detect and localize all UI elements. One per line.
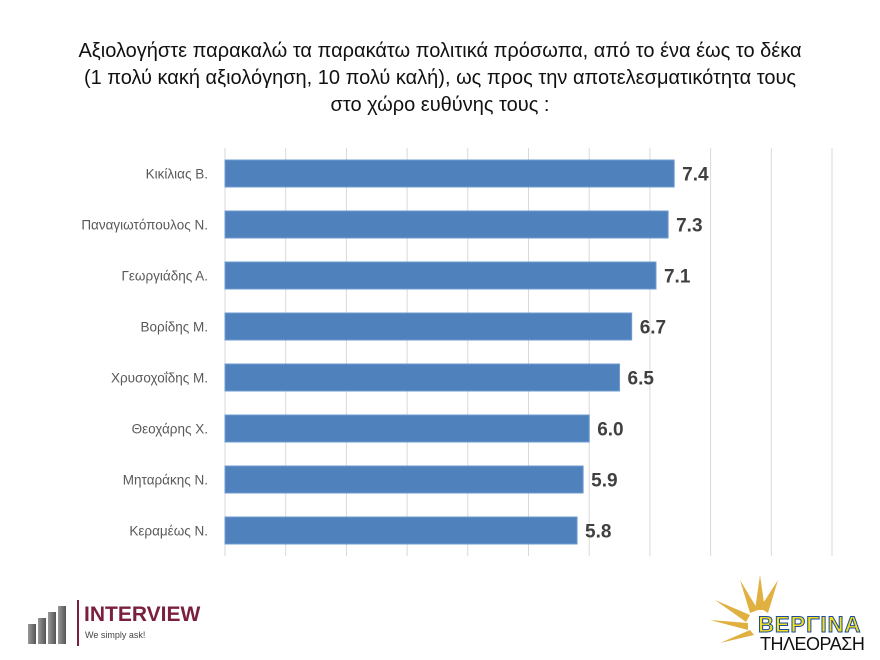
title-line-1: Αξιολογήστε παρακαλώ τα παρακάτω πολιτικ… xyxy=(78,40,802,62)
bar xyxy=(224,414,590,443)
value-label: 6.7 xyxy=(640,318,666,339)
category-label: Βορίδης Μ. xyxy=(141,320,208,335)
category-label: Μηταράκης Ν. xyxy=(123,473,208,488)
category-label: Κεραμέως Ν. xyxy=(129,524,208,539)
vergina-logo-text: ΒΕΡΓΙΝΑ xyxy=(757,612,862,638)
bar xyxy=(224,261,657,290)
interview-tagline: We simply ask! xyxy=(85,630,146,640)
category-label: Χρυσοχοΐδης Μ. xyxy=(111,371,208,386)
chart-title: Αξιολογήστε παρακαλώ τα παρακάτω πολιτικ… xyxy=(0,38,880,119)
value-label: 5.9 xyxy=(591,471,617,492)
bar-chart: Κικίλιας Β. 7.4 Παναγιωτόπουλος Ν. 7.3 Γεωργ… xyxy=(81,148,833,556)
value-label: 5.8 xyxy=(585,522,611,543)
category-label: Κικίλιας Β. xyxy=(146,167,208,182)
value-label: 7.1 xyxy=(664,267,691,288)
bar xyxy=(224,210,669,239)
interview-logo-text: INTERVIEW xyxy=(84,603,201,626)
bar xyxy=(224,516,578,545)
bar xyxy=(224,363,621,392)
bar xyxy=(224,465,584,494)
category-label: Γεωργιάδης Α. xyxy=(121,269,208,284)
bar xyxy=(224,312,633,341)
value-label: 7.4 xyxy=(682,165,709,186)
vergina-logo: ΒΕΡΓΙΝΑ ΤΗΛΕΟΡΑΣΗ xyxy=(710,575,875,655)
interview-bars-icon xyxy=(28,606,72,644)
value-label: 6.5 xyxy=(628,369,655,390)
interview-logo: INTERVIEW We simply ask! xyxy=(28,598,228,648)
title-line-2: (1 πολύ κακή αξιολόγηση, 10 πολύ καλή), … xyxy=(83,67,797,89)
vergina-sun-icon xyxy=(710,575,778,643)
value-label: 6.0 xyxy=(597,420,623,441)
value-label: 7.3 xyxy=(676,216,702,237)
vergina-logo-subtext: ΤΗΛΕΟΡΑΣΗ xyxy=(760,634,865,654)
category-label: Παναγιωτόπουλος Ν. xyxy=(81,218,208,233)
bar xyxy=(224,159,675,188)
title-line-3: στο χώρο ευθύνης τους : xyxy=(330,94,550,116)
category-label: Θεοχάρης Χ. xyxy=(132,422,208,437)
